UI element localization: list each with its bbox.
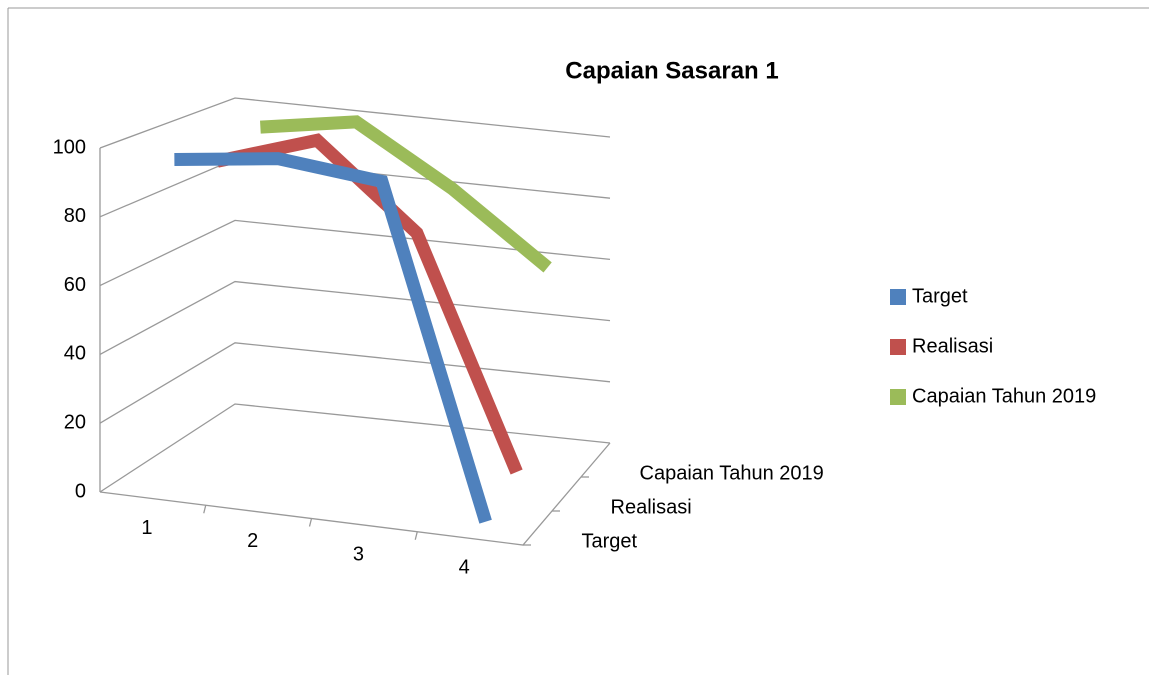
x-tick-label: 1 bbox=[141, 517, 152, 539]
y-tick-label: 60 bbox=[64, 274, 86, 296]
legend-swatch bbox=[890, 389, 906, 405]
x-tick bbox=[414, 531, 418, 540]
legend-swatch bbox=[890, 339, 906, 355]
grid-line bbox=[99, 97, 611, 149]
series-line bbox=[260, 115, 552, 273]
grid-line bbox=[99, 219, 611, 287]
legend-label: Target bbox=[912, 285, 968, 307]
z-tick-label: Target bbox=[582, 530, 638, 552]
floor-edge bbox=[99, 442, 611, 546]
x-tick bbox=[308, 518, 313, 527]
x-tick bbox=[203, 505, 207, 514]
z-tick-label: Realisasi bbox=[611, 496, 692, 518]
x-tick-label: 4 bbox=[459, 557, 470, 579]
y-tick-label: 20 bbox=[64, 411, 86, 433]
x-tick-label: 3 bbox=[353, 543, 364, 565]
legend-label: Capaian Tahun 2019 bbox=[912, 385, 1096, 407]
legend-label: Realisasi bbox=[912, 335, 993, 357]
chart-title: Capaian Sasaran 1 bbox=[565, 57, 778, 84]
grid-line bbox=[99, 280, 611, 355]
grid-line bbox=[99, 342, 611, 424]
y-tick-label: 80 bbox=[64, 205, 86, 227]
y-tick-label: 40 bbox=[64, 343, 86, 365]
y-tick-label: 0 bbox=[75, 480, 86, 502]
z-tick-label: Capaian Tahun 2019 bbox=[640, 462, 824, 484]
grid-line bbox=[99, 403, 611, 493]
series-line bbox=[216, 133, 523, 475]
legend-swatch bbox=[890, 289, 906, 305]
x-tick-label: 2 bbox=[247, 530, 258, 552]
series-line bbox=[174, 152, 492, 524]
y-tick-label: 100 bbox=[53, 136, 86, 158]
